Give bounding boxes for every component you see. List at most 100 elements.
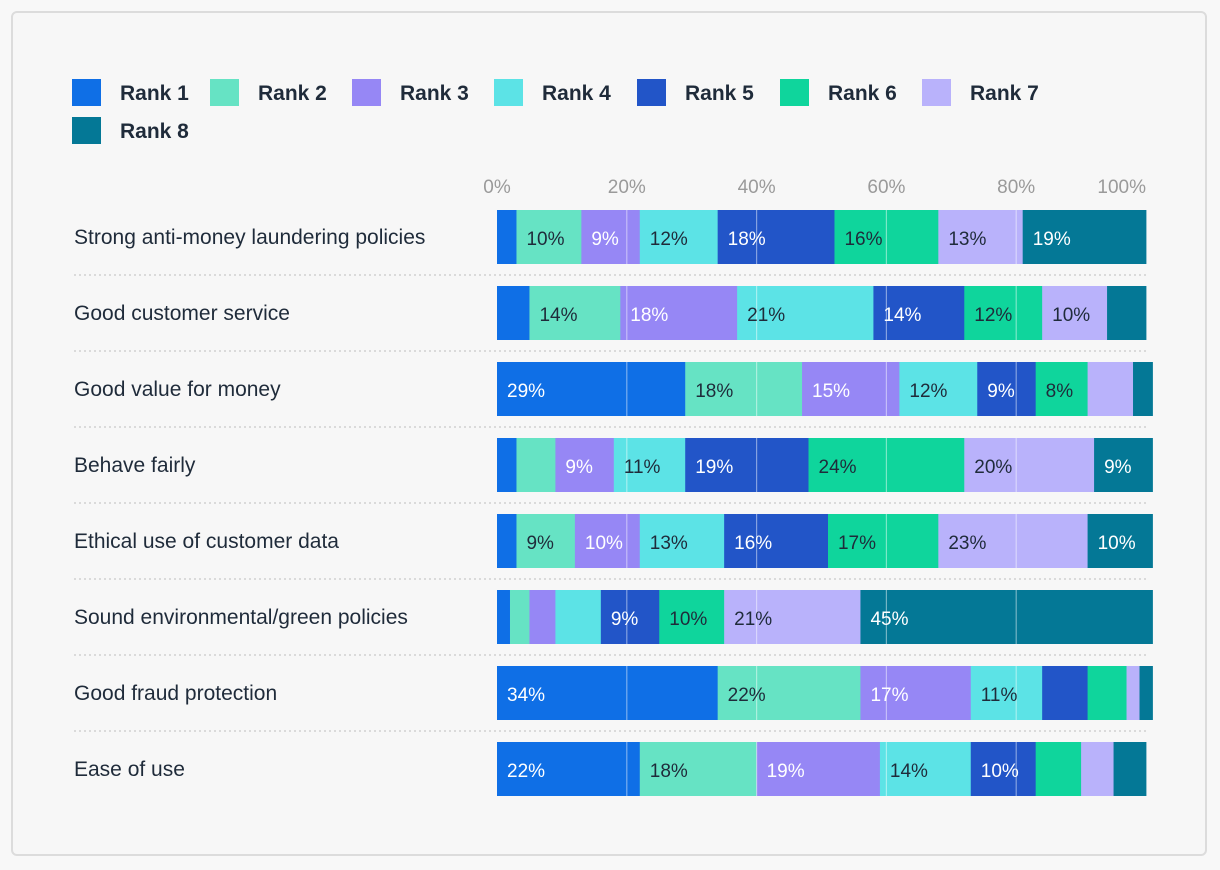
- segment-label: 29%: [507, 381, 545, 402]
- bar-segment-8: [860, 590, 1153, 644]
- legend-swatch-1: [72, 79, 101, 106]
- legend-label-7: Rank 7: [970, 82, 1039, 105]
- bar-segment-1: [497, 590, 511, 644]
- segment-label: 10%: [981, 761, 1019, 782]
- bar-segment-8: [1133, 362, 1153, 416]
- row-label: Strong anti-money laundering policies: [74, 226, 425, 249]
- bar-segment-2: [717, 666, 861, 720]
- segment-label: 45%: [870, 609, 908, 630]
- bar-segment-6: [1035, 742, 1082, 796]
- bar-segment-3: [860, 666, 972, 720]
- segment-label: 11%: [981, 685, 1018, 706]
- segment-label: 24%: [819, 457, 857, 478]
- bar-segment-3: [555, 438, 615, 492]
- legend-swatch-3: [352, 79, 381, 106]
- bar-segment-5: [970, 742, 1037, 796]
- row-label: Good customer service: [74, 302, 290, 325]
- segment-label: 9%: [611, 609, 639, 630]
- segment-label: 12%: [650, 229, 688, 250]
- bar-segment-6: [1035, 362, 1088, 416]
- segment-label: 18%: [650, 761, 688, 782]
- bar-segment-5: [685, 438, 809, 492]
- legend-label-6: Rank 6: [828, 82, 897, 105]
- segment-label: 14%: [890, 761, 928, 782]
- bar-segment-8: [1087, 514, 1153, 568]
- bar-segment-5: [724, 514, 829, 568]
- bar-segment-4: [899, 362, 978, 416]
- segment-label: 14%: [883, 305, 921, 326]
- legend-label-2: Rank 2: [258, 82, 327, 105]
- bar-segment-8: [1107, 286, 1147, 340]
- bar-segment-8: [1022, 210, 1147, 264]
- bar-segment-6: [808, 438, 965, 492]
- segment-label: 17%: [870, 685, 908, 706]
- segment-label: 10%: [1098, 533, 1136, 554]
- bar-segment-4: [555, 590, 602, 644]
- x-tick-label: 20%: [608, 177, 646, 198]
- bar-segment-7: [938, 210, 1024, 264]
- legend-label-4: Rank 4: [542, 82, 611, 105]
- bar-segment-3: [574, 514, 641, 568]
- segment-label: 20%: [974, 457, 1012, 478]
- bar-segment-2: [639, 742, 757, 796]
- bar-segment-1: [497, 286, 530, 340]
- bar-segment-7: [1081, 742, 1114, 796]
- bar-segment-1: [497, 210, 517, 264]
- segment-label: 15%: [812, 381, 850, 402]
- segment-label: 14%: [539, 305, 577, 326]
- segment-label: 21%: [747, 305, 785, 326]
- bar-segment-5: [873, 286, 965, 340]
- bar-segment-2: [516, 438, 556, 492]
- bar-segment-7: [1042, 286, 1108, 340]
- segment-label: 10%: [669, 609, 707, 630]
- segment-label: 22%: [507, 761, 545, 782]
- legend-swatch-4: [494, 79, 523, 106]
- row-label: Ethical use of customer data: [74, 530, 339, 553]
- segment-label: 19%: [1033, 229, 1071, 250]
- bar-segment-2: [516, 210, 582, 264]
- segment-label: 19%: [767, 761, 805, 782]
- bar-segment-5: [717, 210, 835, 264]
- segment-label: 13%: [650, 533, 688, 554]
- segment-label: 9%: [987, 381, 1015, 402]
- segment-label: 9%: [1104, 457, 1132, 478]
- segment-label: 18%: [728, 229, 766, 250]
- legend-label-8: Rank 8: [120, 120, 189, 143]
- bar-segment-4: [737, 286, 874, 340]
- segment-label: 13%: [948, 229, 986, 250]
- bar-segment-8: [1094, 438, 1153, 492]
- bar-segment-1: [497, 438, 517, 492]
- bars: [497, 210, 1153, 796]
- segment-label: 22%: [728, 685, 766, 706]
- segment-label: 21%: [734, 609, 772, 630]
- segment-label: 10%: [1052, 305, 1090, 326]
- bar-segment-6: [834, 210, 939, 264]
- row-label: Good fraud protection: [74, 682, 277, 705]
- bar-segment-2: [516, 514, 576, 568]
- x-axis: 0% 20% 40% 60% 80% 100%: [483, 177, 1146, 198]
- bar-segment-3: [756, 742, 881, 796]
- segment-label: 34%: [507, 685, 545, 706]
- x-tick-label: 100%: [1097, 177, 1146, 198]
- x-tick-label: 40%: [738, 177, 776, 198]
- legend: Rank 1 Rank 2 Rank 3 Rank 4 Rank 5 Rank 6 Rank…: [72, 79, 1039, 144]
- bar-segment-4: [970, 666, 1043, 720]
- bar-segment-5: [977, 362, 1037, 416]
- segment-label: 16%: [844, 229, 882, 250]
- bar-segment-6: [827, 514, 939, 568]
- legend-label-5: Rank 5: [685, 82, 754, 105]
- bar-segment-3: [802, 362, 900, 416]
- bar-segment-7: [1087, 362, 1134, 416]
- bar-segment-2: [529, 286, 621, 340]
- bar-segment-4: [639, 210, 719, 264]
- row-label: Behave fairly: [74, 454, 196, 477]
- x-tick-label: 60%: [867, 177, 905, 198]
- bar-segment-4: [639, 514, 725, 568]
- legend-swatch-6: [780, 79, 809, 106]
- bar-segment-4: [879, 742, 972, 796]
- bar-segment-5: [600, 590, 660, 644]
- segment-label: 23%: [948, 533, 986, 554]
- bar-segment-6: [659, 590, 725, 644]
- bar-segment-7: [724, 590, 861, 644]
